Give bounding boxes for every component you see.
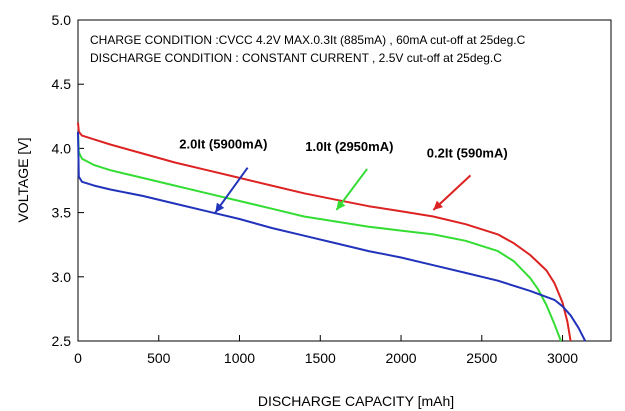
x-tick-label: 1000: [224, 350, 255, 366]
series-label-arrow-line: [214, 167, 249, 214]
y-tick-label: 3.5: [52, 205, 72, 221]
x-tick-label: 2500: [466, 350, 497, 366]
x-tick-label: 3000: [547, 350, 578, 366]
annotation-line-discharge: DISCHARGE CONDITION : CONSTANT CURRENT ,…: [90, 51, 502, 65]
series-layer: [77, 122, 587, 342]
y-tick-label: 5.0: [52, 12, 72, 28]
series-label-arrowhead: [433, 200, 443, 211]
series-label-arrowhead: [336, 200, 346, 211]
x-tick-label: 2000: [385, 350, 416, 366]
y-axis-ticks: 2.5 3.0 3.5 4.0 4.5 5.0: [52, 12, 84, 349]
y-tick-label: 4.5: [52, 76, 72, 92]
plot-frame: [77, 19, 612, 342]
x-axis-title: DISCHARGE CAPACITY [mAh]: [258, 393, 454, 409]
y-axis-title: VOLTAGE [V]: [15, 137, 31, 222]
series-label-layer: 2.0It (5900mA) 1.0It (2950mA) 0.2It (590mA…: [179, 136, 508, 214]
annotation-block: CHARGE CONDITION :CVCC 4.2V MAX.0.3It (8…: [90, 33, 526, 65]
y-tick-label: 3.0: [52, 269, 72, 285]
x-tick-label: 1500: [305, 350, 336, 366]
series-line-2: [77, 131, 587, 342]
y-tick-label: 2.5: [52, 333, 72, 349]
annotation-line-charge: CHARGE CONDITION :CVCC 4.2V MAX.0.3It (8…: [90, 33, 526, 47]
series-label-arrowhead: [215, 202, 225, 213]
x-tick-label: 0: [74, 350, 82, 366]
x-axis-ticks: 0 500 1000 1500 2000 2500 3000: [74, 335, 578, 366]
series-label-2: 0.2It (590mA): [427, 145, 508, 160]
series-label-0: 2.0It (5900mA): [179, 136, 267, 151]
series-line-1: [77, 132, 562, 342]
series-line-0: [77, 122, 572, 342]
series-label-1: 1.0It (2950mA): [305, 139, 393, 154]
y-tick-label: 4.0: [52, 140, 72, 156]
x-tick-label: 500: [147, 350, 171, 366]
